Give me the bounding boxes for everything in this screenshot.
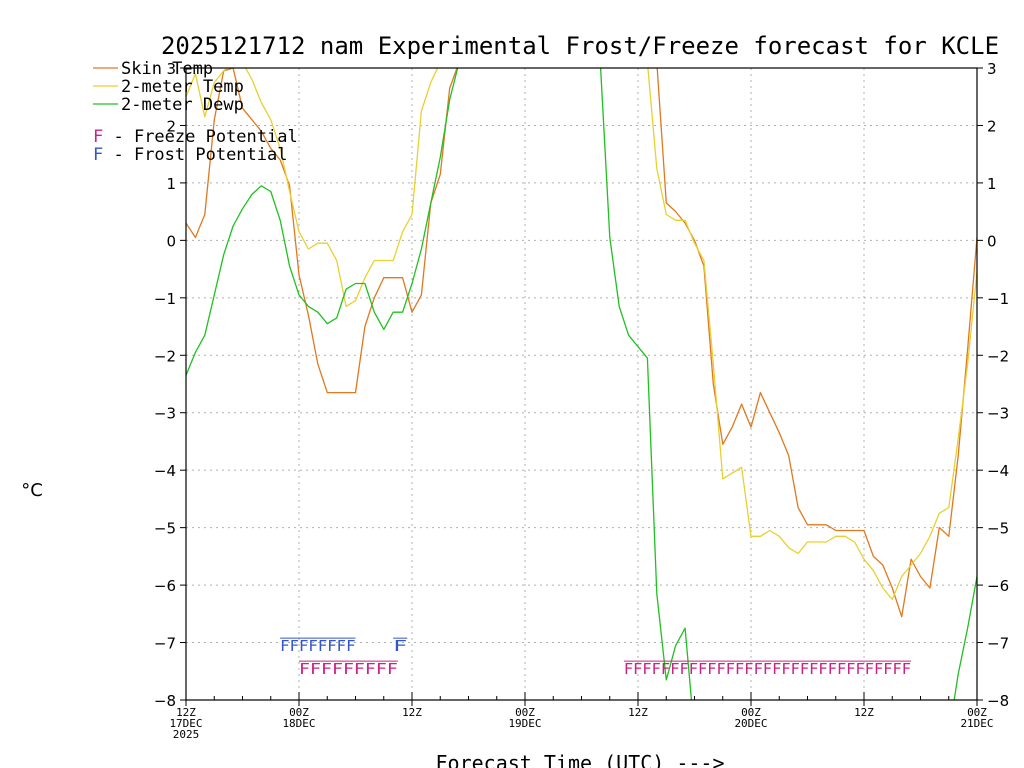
- y-axis-label: °C: [21, 480, 43, 501]
- y-tick-label-right-5: −2: [987, 347, 1009, 365]
- y-tick-label-right-6: −3: [987, 405, 1009, 423]
- x-tick-label-0-1: 17DEC: [169, 717, 202, 730]
- y-tick-label-left-7: −4: [154, 462, 176, 480]
- y-tick-label-right-8: −5: [987, 520, 1009, 538]
- x-tick-label-0-0: 12Z: [176, 706, 196, 719]
- y-tick-label-left-11: −8: [154, 692, 176, 710]
- y-tick-label-left-5: −2: [154, 347, 176, 365]
- legend-label-2: 2-meter Dewp: [121, 95, 244, 115]
- legend-potential-letter-1: F: [93, 145, 103, 165]
- plot-frame: [185, 67, 978, 701]
- legend-label-1: 2-meter Temp: [121, 77, 244, 97]
- x-axis-label: Forecast Time (UTC) --->: [436, 751, 725, 768]
- x-tick-label-4-0: 12Z: [628, 706, 648, 719]
- y-tick-label-right-7: −4: [987, 462, 1009, 480]
- x-tick-label-1-0: 00Z: [289, 706, 309, 719]
- y-tick-label-left-9: −6: [154, 577, 176, 595]
- x-tick-label-6-0: 12Z: [854, 706, 874, 719]
- potential-flags: FFFFFFFF FFFFFFFFFF FFFFFFFFFFFFFFFFFFFFFF…: [280, 637, 912, 678]
- y-tick-label-left-8: −5: [154, 520, 176, 538]
- y-tick-label-left-10: −7: [154, 635, 176, 653]
- series-layer: [186, 68, 977, 700]
- series-line-skin-temp: [186, 68, 977, 618]
- y-tick-label-left-0: 3: [166, 60, 176, 78]
- y-tick-label-right-1: 2: [987, 117, 997, 135]
- x-tick-label-3-0: 00Z: [515, 706, 535, 719]
- legend-label-0: Skin Temp: [121, 59, 213, 79]
- y-tick-label-right-11: −8: [987, 692, 1009, 710]
- legend-potential-text-1: - Frost Potential: [103, 145, 287, 165]
- x-tick-label-5-0: 00Z: [741, 706, 761, 719]
- plot-border: [185, 67, 978, 701]
- frost-flags-text-0: FFFFFFFF: [280, 637, 355, 655]
- y-tick-label-left-4: −1: [154, 290, 176, 308]
- x-tick-label-5-1: 20DEC: [734, 717, 767, 730]
- y-tick-label-right-10: −7: [987, 635, 1009, 653]
- legend-potential-0: F - Freeze Potential: [93, 127, 298, 147]
- legend-potential-1: F - Frost Potential: [93, 145, 287, 165]
- frost-flags-text-1: F: [393, 637, 407, 655]
- y-tick-label-left-2: 1: [166, 175, 176, 193]
- x-tick-label-7-0: 00Z: [967, 706, 987, 719]
- y-tick-label-left-6: −3: [154, 405, 176, 423]
- series-line-2-meter-dewp: [186, 68, 977, 700]
- freeze-flags-text-0: FFFFFFFFF: [299, 660, 398, 678]
- y-tick-label-right-0: 3: [987, 60, 997, 78]
- legend-potential-text-0: - Freeze Potential: [103, 127, 297, 147]
- y-tick-label-right-3: 0: [987, 232, 997, 250]
- legend-potential-letter-0: F: [93, 127, 103, 147]
- x-tick-label-3-1: 19DEC: [508, 717, 541, 730]
- freeze-flags-text-1: FFFFFFFFFFFFFFFFFFFFFFFFFFFFFFF: [624, 660, 911, 678]
- chart-title: 2025121712 nam Experimental Frost/Freeze…: [161, 32, 999, 60]
- y-tick-label-left-3: 0: [166, 232, 176, 250]
- x-tick-label-0-2: 2025: [173, 728, 200, 741]
- series-line-2-meter-temp: [186, 68, 977, 601]
- y-tick-label-right-9: −6: [987, 577, 1009, 595]
- y-tick-label-right-4: −1: [987, 290, 1009, 308]
- y-tick-label-right-2: 1: [987, 175, 997, 193]
- x-tick-label-2-0: 12Z: [402, 706, 422, 719]
- grid-lines: [186, 68, 977, 700]
- x-tick-label-7-1: 21DEC: [960, 717, 993, 730]
- x-tick-label-1-1: 18DEC: [282, 717, 315, 730]
- axis-ticks: 3 3 2 2 1 1 0 0 −1 −1 −2 −2 −3 −3 −4 −4 −5 −5 −6 −6 −7 −7 −8 −8…: [154, 60, 1009, 741]
- y-tick-label-left-1: 2: [166, 117, 176, 135]
